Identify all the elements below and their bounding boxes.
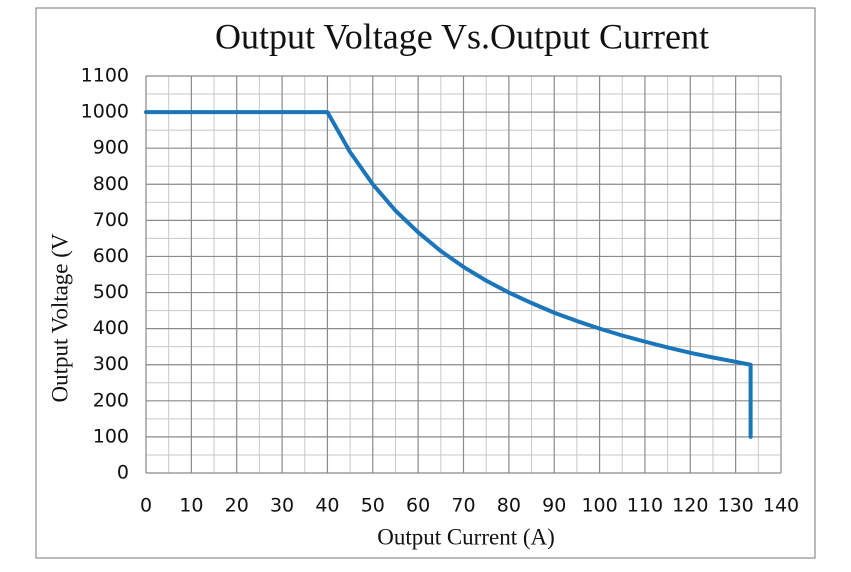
x-tick-label: 40 [315,495,339,517]
x-tick-label: 130 [718,495,754,517]
x-tick-label: 90 [542,495,566,517]
x-tick-label: 20 [225,495,249,517]
x-tick-label: 50 [361,495,385,517]
y-tick-label: 200 [93,389,129,411]
y-axis-label: Output Voltage (V [47,233,72,402]
y-tick-label: 600 [93,245,129,267]
x-tick-label: 0 [140,495,152,517]
y-tick-label: 400 [93,317,129,339]
y-tick-label: 700 [93,209,129,231]
x-tick-label: 110 [627,495,663,517]
chart-title: Output Voltage Vs.Output Current [215,16,709,56]
y-tick-label: 900 [93,137,129,159]
frame [35,7,816,559]
x-tick-label: 70 [451,495,475,517]
x-tick-label: 120 [672,495,708,517]
x-axis-label: Output Current (A) [377,524,555,549]
y-tick-label: 1000 [81,101,129,123]
y-tick-label: 0 [117,462,129,484]
y-tick-label: 800 [93,173,129,195]
y-tick-label: 1100 [81,65,129,87]
line [144,110,753,439]
x-tick-label: 30 [270,495,294,517]
y-tick-label: 500 [93,281,129,303]
x-tick-label: 100 [581,495,617,517]
y-tick-label: 300 [93,353,129,375]
y-tick-label: 100 [93,425,129,447]
x-tick-label: 10 [179,495,203,517]
x-tick-label: 60 [406,495,430,517]
x-tick-label: 80 [497,495,521,517]
x-tick-label: 140 [763,495,799,517]
